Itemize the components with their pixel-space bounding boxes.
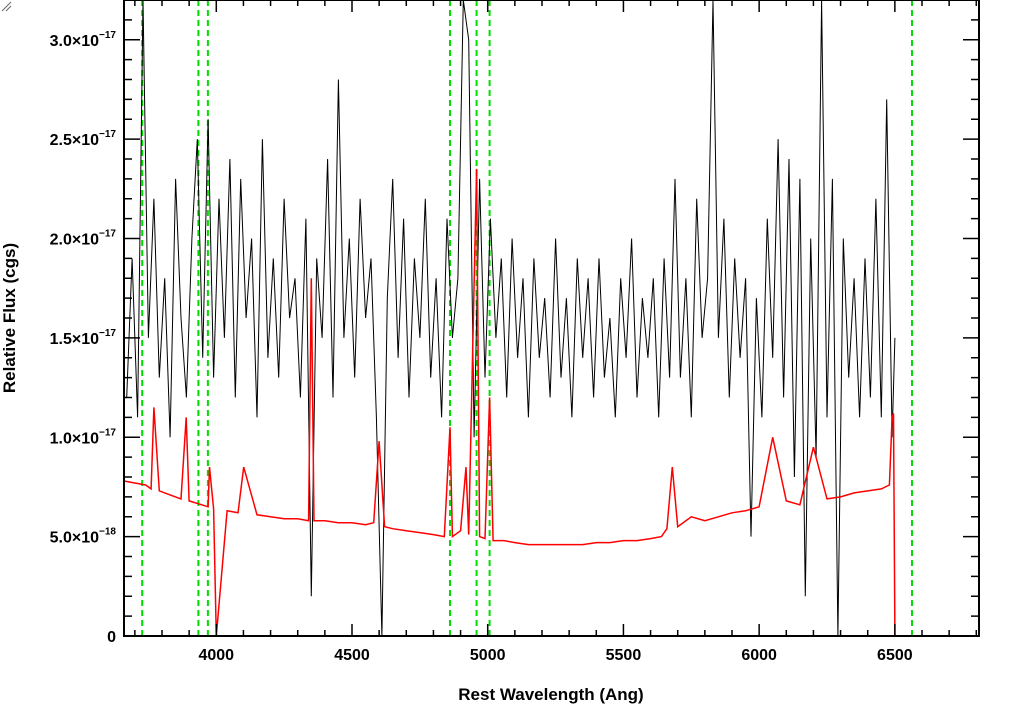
resize-grip-icon[interactable] [0,0,12,12]
series-line-1 [123,168,979,637]
y-tick-label: 1.5×10−17 [50,328,117,348]
x-tick-label: 6500 [877,647,913,664]
y-tick-label: 0 [107,629,116,646]
x-tick-label: 4500 [334,647,370,664]
y-axis-ticks: 0 5.0×10−18 1.0×10−17 1.5×10−17 2.0×10−17 2.5… [50,0,979,646]
x-tick-label: 4000 [198,647,234,664]
y-axis-title: Relative Flux (cgs) [0,243,19,393]
y-tick-label: 1.0×10−17 [50,427,117,447]
y-tick-label: 3.0×10−17 [50,30,117,50]
x-axis-title: Rest Wavelength (Ang) [458,685,643,704]
series-group [123,0,979,637]
y-tick-label: 2.5×10−17 [50,129,117,149]
plot-frame [123,0,980,637]
vertical-reference-lines [141,0,913,636]
series-line-0 [126,0,896,637]
x-tick-label: 5500 [606,647,642,664]
y-tick-label: 5.0×10−18 [50,527,117,547]
x-axis-ticks: 4000 4500 5000 5500 6000 6500 [134,0,978,664]
y-tick-label: 2.0×10−17 [50,229,117,249]
x-tick-label: 6000 [741,647,777,664]
x-tick-label: 5000 [470,647,506,664]
